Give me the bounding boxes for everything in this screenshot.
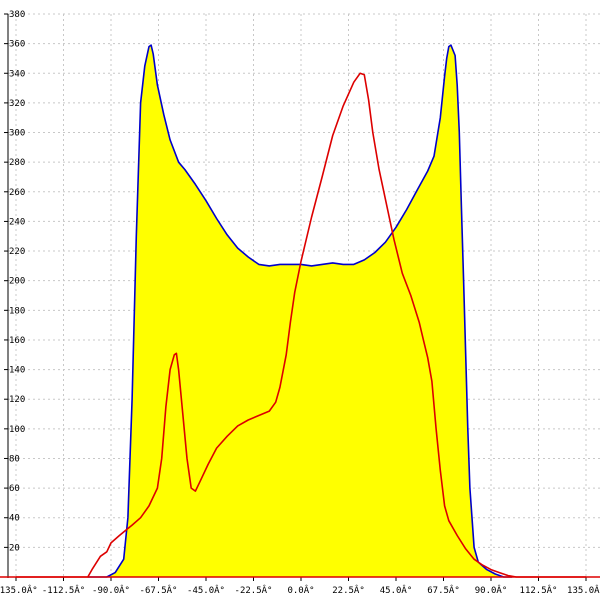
x-tick-label: 67.5Â° [427, 584, 460, 596]
y-tick-label: 340 [9, 69, 25, 79]
x-tick-label: 22.5Â° [332, 584, 365, 596]
series-2-line [16, 72, 586, 578]
y-tick-label: 200 [9, 277, 25, 287]
x-tick-label: -135.0Â° [0, 584, 38, 596]
x-tick-label: 90.0Â° [475, 584, 508, 596]
y-tick-label: 280 [9, 158, 25, 168]
x-tick-label: 112.5Â° [520, 584, 558, 596]
series-1-line [87, 44, 513, 578]
tick-labels: 20 40 60 80 100 120 140 160 180 200 220 240 260 280 30… [0, 10, 600, 596]
y-tick-label: 120 [9, 395, 25, 405]
y-tick-label: 100 [9, 425, 25, 435]
y-tick-label: 220 [9, 247, 25, 257]
y-tick-label: 60 [9, 484, 20, 494]
y-tick-label: 80 [9, 454, 20, 464]
x-tick-label: -67.5Â° [140, 584, 178, 596]
y-tick-label: 160 [9, 336, 25, 346]
y-tick-label: 180 [9, 306, 25, 316]
y-tick-label: 240 [9, 217, 25, 227]
y-tick-label: 40 [9, 514, 20, 524]
plot-area [87, 45, 513, 578]
y-tick-label: 320 [9, 99, 25, 109]
series-1-area [87, 45, 513, 578]
y-tick-label: 140 [9, 366, 25, 376]
x-tick-label: -45.0Â° [187, 584, 225, 596]
series-lines [0, 44, 600, 578]
x-tick-label: -112.5Â° [42, 584, 85, 596]
x-tick-label: -90.0Â° [92, 584, 130, 596]
y-tick-label: 360 [9, 40, 25, 50]
y-tick-label: 260 [9, 188, 25, 198]
x-tick-label: 45.0Â° [380, 584, 413, 596]
x-tick-label: 0.0Â° [287, 584, 314, 596]
y-tick-label: 300 [9, 129, 25, 139]
x-tick-label: 135.0Â° [567, 584, 600, 596]
y-tick-label: 380 [9, 10, 25, 20]
y-tick-label: 20 [9, 543, 20, 553]
x-tick-label: -22.5Â° [235, 584, 273, 596]
